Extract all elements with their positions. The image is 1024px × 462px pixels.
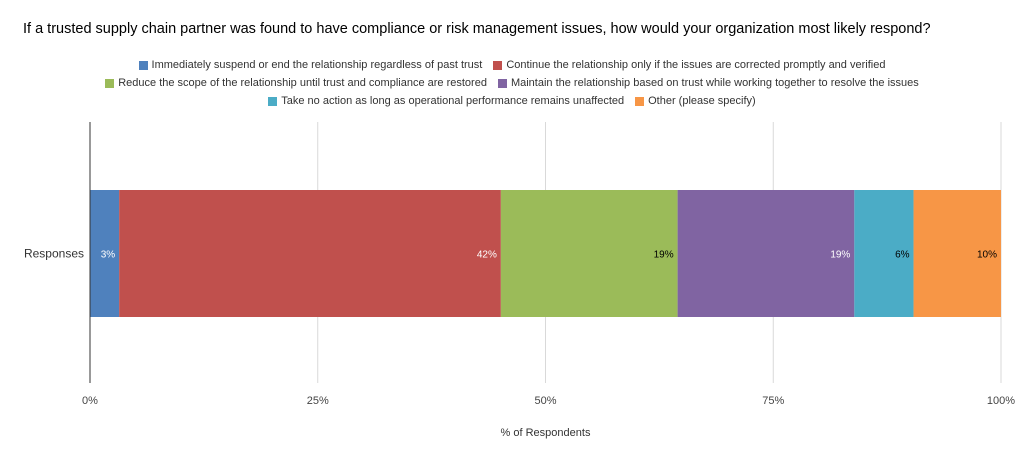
legend: Immediately suspend or end the relations… bbox=[0, 56, 1024, 110]
data-label-suspend: 3% bbox=[101, 250, 116, 261]
data-label-continue: 42% bbox=[477, 250, 497, 261]
legend-item-other: Other (please specify) bbox=[635, 95, 756, 107]
x-tick-label-50: 50% bbox=[534, 395, 556, 407]
data-label-maintain: 19% bbox=[830, 250, 850, 261]
data-label-no-action: 6% bbox=[895, 250, 910, 261]
legend-row-3: Take no action as long as operational pe… bbox=[0, 92, 1024, 110]
legend-row-1: Immediately suspend or end the relations… bbox=[0, 56, 1024, 74]
legend-item-continue: Continue the relationship only if the is… bbox=[493, 59, 885, 71]
category-label-0: Responses bbox=[24, 247, 84, 261]
legend-label-maintain: Maintain the relationship based on trust… bbox=[510, 77, 919, 89]
chart-title: If a trusted supply chain partner was fo… bbox=[23, 21, 931, 37]
data-label-other: 10% bbox=[977, 250, 997, 261]
x-tick-label-0: 0% bbox=[82, 395, 98, 407]
legend-item-reduce: Reduce the scope of the relationship unt… bbox=[105, 77, 487, 89]
legend-swatch-other bbox=[635, 96, 645, 106]
legend-swatch-no-action bbox=[268, 96, 278, 106]
legend-item-no-action: Take no action as long as operational pe… bbox=[268, 95, 624, 107]
bar-segment-suspend bbox=[90, 190, 120, 317]
bar-segment-reduce bbox=[500, 190, 678, 317]
x-tick-label-25: 25% bbox=[307, 395, 329, 407]
legend-item-maintain: Maintain the relationship based on trust… bbox=[497, 77, 919, 89]
legend-label-continue: Continue the relationship only if the is… bbox=[506, 59, 886, 71]
legend-row-2: Reduce the scope of the relationship unt… bbox=[0, 74, 1024, 92]
legend-item-suspend: Immediately suspend or end the relations… bbox=[138, 59, 483, 71]
bar-segment-continue bbox=[119, 190, 501, 317]
legend-label-no-action: Take no action as long as operational pe… bbox=[281, 95, 625, 107]
legend-swatch-suspend bbox=[138, 60, 148, 70]
legend-label-suspend: Immediately suspend or end the relations… bbox=[151, 59, 483, 71]
bar-segment-other bbox=[913, 190, 1001, 317]
legend-swatch-maintain bbox=[497, 78, 507, 88]
x-tick-label-100: 100% bbox=[987, 395, 1015, 407]
x-axis-title: % of Respondents bbox=[501, 427, 591, 439]
bar-segment-no-action bbox=[854, 190, 914, 317]
legend-swatch-reduce bbox=[105, 78, 115, 88]
legend-label-other: Other (please specify) bbox=[648, 95, 756, 107]
x-tick-label-75: 75% bbox=[762, 395, 784, 407]
legend-label-reduce: Reduce the scope of the relationship unt… bbox=[118, 77, 487, 89]
bar-segment-maintain bbox=[677, 190, 855, 317]
legend-swatch-continue bbox=[493, 60, 503, 70]
data-label-reduce: 19% bbox=[654, 250, 674, 261]
